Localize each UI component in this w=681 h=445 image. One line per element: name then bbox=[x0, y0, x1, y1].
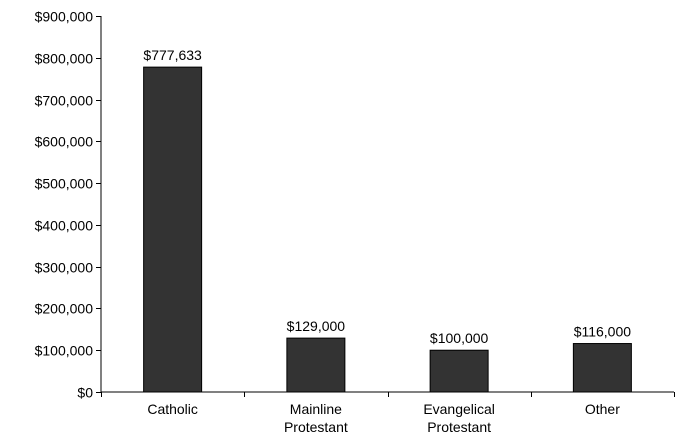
y-tick-label: $600,000 bbox=[35, 134, 94, 150]
data-label: $116,000 bbox=[574, 324, 632, 340]
x-axis-ticks bbox=[101, 392, 675, 397]
bar-other bbox=[572, 343, 632, 393]
x-category-label: Evangelical Protestant bbox=[423, 401, 495, 435]
y-tick-label: $100,000 bbox=[35, 343, 94, 359]
x-category-label: Catholic bbox=[147, 401, 198, 417]
y-axis-ticks: $0 $100,000 $200,000 $300,000 $400,000 $500,0… bbox=[35, 9, 101, 401]
y-tick-label: $900,000 bbox=[35, 9, 94, 25]
data-label: $129,000 bbox=[287, 318, 346, 334]
x-category-label: Other bbox=[585, 401, 620, 417]
data-label: $777,633 bbox=[143, 47, 202, 63]
y-tick-label: $300,000 bbox=[35, 260, 94, 276]
y-tick-label: $400,000 bbox=[35, 218, 94, 234]
y-tick-label: $800,000 bbox=[35, 51, 94, 67]
bar-mainline-protestant bbox=[286, 337, 346, 393]
data-labels: $777,633 $129,000 $100,000 $116,000 bbox=[143, 47, 631, 346]
x-axis-category-labels: Catholic Mainline Protestant Evangelical Pro… bbox=[147, 401, 620, 435]
y-tick-label: $700,000 bbox=[35, 93, 94, 109]
bar-evangelical-protestant bbox=[429, 349, 489, 393]
data-label: $100,000 bbox=[430, 330, 489, 346]
bar-catholic bbox=[143, 66, 203, 393]
y-tick-label: $200,000 bbox=[35, 301, 94, 317]
y-tick-label: $0 bbox=[77, 385, 93, 401]
x-category-label: Mainline Protestant bbox=[284, 401, 348, 435]
y-tick-label: $500,000 bbox=[35, 176, 94, 192]
bars bbox=[143, 66, 632, 393]
